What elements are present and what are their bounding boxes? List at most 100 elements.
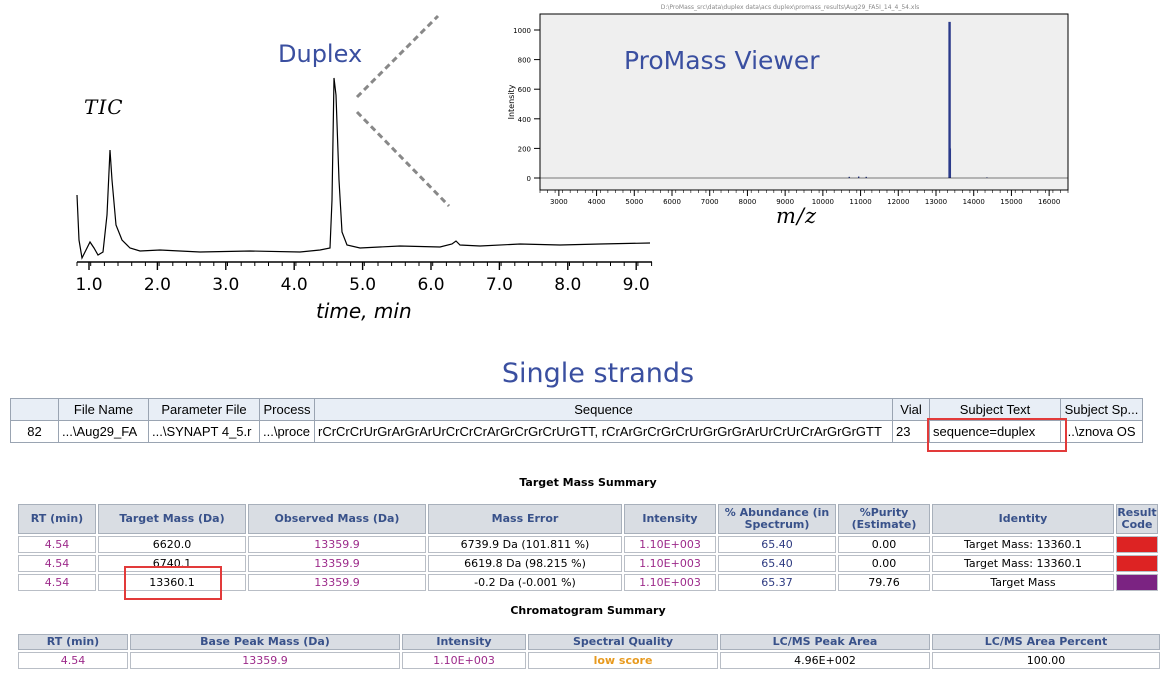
grid-cell-process[interactable]: ...\proce [259, 420, 315, 443]
spectrum-x-tick-label: 16000 [1038, 198, 1060, 206]
time-axis-ticks: 1.0 2.0 3.0 4.0 5.0 6.0 7.0 8.0 9.0 [75, 262, 650, 295]
subject-text-highlight [927, 418, 1067, 452]
spectrum-y-tick-label: 1000 [513, 27, 531, 35]
tm-cell-abundance: 65.37 [718, 574, 836, 591]
tm-cell-rt: 4.54 [18, 574, 96, 591]
th-cs-rt: RT (min) [18, 634, 128, 650]
tm-cell-identity: Target Mass: 13360.1 [932, 555, 1114, 572]
spectrum-x-tick-label: 7000 [701, 198, 719, 206]
th-identity: Identity [932, 504, 1114, 534]
grid-header-process[interactable]: Process [259, 398, 315, 421]
spectrum-x-tick-label: 3000 [550, 198, 568, 206]
th-abundance: % Abundance (in Spectrum) [718, 504, 836, 534]
spectrum-plot-area [539, 13, 1069, 191]
th-cs-intensity: Intensity [402, 634, 526, 650]
cs-percent: 100.00 [932, 652, 1160, 669]
th-cs-base-peak: Base Peak Mass (Da) [130, 634, 400, 650]
grid-cell-vial[interactable]: 23 [892, 420, 930, 443]
result-code-swatch [1116, 536, 1158, 553]
promass-viewer-title: ProMass Viewer [624, 46, 820, 75]
tm-cell-abundance: 65.40 [718, 536, 836, 553]
spectrum-y-tick-label: 200 [518, 145, 531, 153]
time-tick-label: 6.0 [417, 275, 444, 295]
tm-cell-target: 13360.1 [98, 574, 246, 591]
cs-quality: low score [528, 652, 718, 669]
tm-cell-target: 6620.0 [98, 536, 246, 553]
sequence-grid: File Name Parameter File Process Sequenc… [10, 398, 1143, 443]
result-code-swatch [1116, 555, 1158, 572]
grid-header-vial[interactable]: Vial [892, 398, 930, 421]
time-tick-label: 5.0 [349, 275, 376, 295]
time-tick-label: 7.0 [486, 275, 513, 295]
grid-header-file-name[interactable]: File Name [58, 398, 149, 421]
grid-cell-file-name[interactable]: ...\Aug29_FA [58, 420, 149, 443]
spectrum-x-tick-label: 5000 [625, 198, 643, 206]
spectrum-y-tick-label: 400 [518, 116, 531, 124]
tic-label: TIC [84, 95, 124, 119]
chromatogram-summary-table: RT (min) Base Peak Mass (Da) Intensity S… [16, 632, 1162, 671]
duplex-peak-label: Duplex [278, 40, 363, 68]
time-tick-label: 2.0 [144, 275, 171, 295]
cs-rt: 4.54 [18, 652, 128, 669]
target-mass-summary-title: Target Mass Summary [519, 476, 657, 489]
grid-header-sequence[interactable]: Sequence [314, 398, 893, 421]
time-tick-label: 9.0 [623, 275, 650, 295]
cs-area: 4.96E+002 [720, 652, 930, 669]
grid-header-subject-text[interactable]: Subject Text [929, 398, 1061, 421]
tm-cell-intensity: 1.10E+003 [624, 536, 716, 553]
th-observed-mass: Observed Mass (Da) [248, 504, 426, 534]
sequence-grid-header: File Name Parameter File Process Sequenc… [10, 398, 1143, 421]
tm-cell-rt: 4.54 [18, 536, 96, 553]
chromatogram-summary-header-row: RT (min) Base Peak Mass (Da) Intensity S… [18, 634, 1160, 650]
target-mass-row: 4.54 6740.1 13359.9 6619.8 Da (98.215 %) 1.1… [18, 555, 1158, 572]
spectrum-x-ticks: 3000 4000 5000 6000 7000 8000 9000 10000 11000 12… [539, 190, 1069, 206]
spectrum-x-tick-label: 13000 [925, 198, 947, 206]
chromatogram-summary-title: Chromatogram Summary [510, 604, 666, 617]
cs-base-peak: 13359.9 [130, 652, 400, 669]
grid-header-parameter-file[interactable]: Parameter File [148, 398, 260, 421]
target-mass-row: 4.54 13360.1 13359.9 -0.2 Da (-0.001 %) 1.10… [18, 574, 1158, 591]
zoom-line-upper [355, 14, 440, 99]
tic-trace [76, 77, 651, 260]
time-tick-label: 4.0 [281, 275, 308, 295]
zoom-line-lower [355, 110, 451, 208]
sequence-grid-row: 82 ...\Aug29_FA ...\SYNAPT 4_5.r ...\pro… [10, 420, 1143, 443]
th-target-mass: Target Mass (Da) [98, 504, 246, 534]
tm-cell-error: -0.2 Da (-0.001 %) [428, 574, 622, 591]
target-mass-header-row: RT (min) Target Mass (Da) Observed Mass … [18, 504, 1158, 534]
spectrum-x-tick-label: 4000 [588, 198, 606, 206]
tm-cell-intensity: 1.10E+003 [624, 555, 716, 572]
target-mass-rows: 4.54 6620.0 13359.9 6739.9 Da (101.811 %) 1.… [18, 536, 1158, 591]
spectrum-x-tick-label: 8000 [739, 198, 757, 206]
tm-cell-identity: Target Mass [932, 574, 1114, 591]
tm-cell-abundance: 65.40 [718, 555, 836, 572]
grid-row-number[interactable]: 82 [10, 420, 59, 443]
th-cs-area: LC/MS Peak Area [720, 634, 930, 650]
tm-cell-intensity: 1.10E+003 [624, 574, 716, 591]
result-code-swatch [1116, 574, 1158, 591]
th-result-code: Result Code [1116, 504, 1158, 534]
time-axis-label: time, min [316, 299, 412, 323]
viewer-file-path: D:\ProMass_src\data\duplex data\acs dupl… [660, 4, 920, 11]
grid-cell-sequence[interactable]: rCrCrCrUrGrArGrArUrCrCrCrArGrCrGrCrUrGTT… [314, 420, 893, 443]
chromatogram-plot: 1.0 2.0 3.0 4.0 5.0 6.0 7.0 8.0 9.0 [75, 14, 653, 295]
tm-cell-observed: 13359.9 [248, 536, 426, 553]
spectrum-x-tick-label: 12000 [887, 198, 909, 206]
tm-cell-purity: 0.00 [838, 555, 930, 572]
target-mass-row: 4.54 6620.0 13359.9 6739.9 Da (101.811 %) 1.… [18, 536, 1158, 553]
grid-header-subject-sp[interactable]: Subject Sp... [1060, 398, 1143, 421]
grid-cell-parameter-file[interactable]: ...\SYNAPT 4_5.r [148, 420, 260, 443]
time-tick-label: 1.0 [75, 275, 102, 295]
th-cs-percent: LC/MS Area Percent [932, 634, 1160, 650]
cs-intensity: 1.10E+003 [402, 652, 526, 669]
tm-cell-error: 6739.9 Da (101.811 %) [428, 536, 622, 553]
grid-header-corner [10, 398, 59, 421]
tm-cell-purity: 0.00 [838, 536, 930, 553]
spectrum-x-tick-label: 14000 [963, 198, 985, 206]
grid-cell-subject-sp[interactable]: ...\znova OS [1060, 420, 1143, 443]
spectrum-x-tick-label: 10000 [812, 198, 834, 206]
spectrum-y-tick-label: 600 [518, 86, 531, 94]
th-mass-error: Mass Error [428, 504, 622, 534]
time-axis-minor-ticks [76, 262, 653, 266]
grid-cell-subject-text[interactable]: sequence=duplex [929, 420, 1061, 443]
